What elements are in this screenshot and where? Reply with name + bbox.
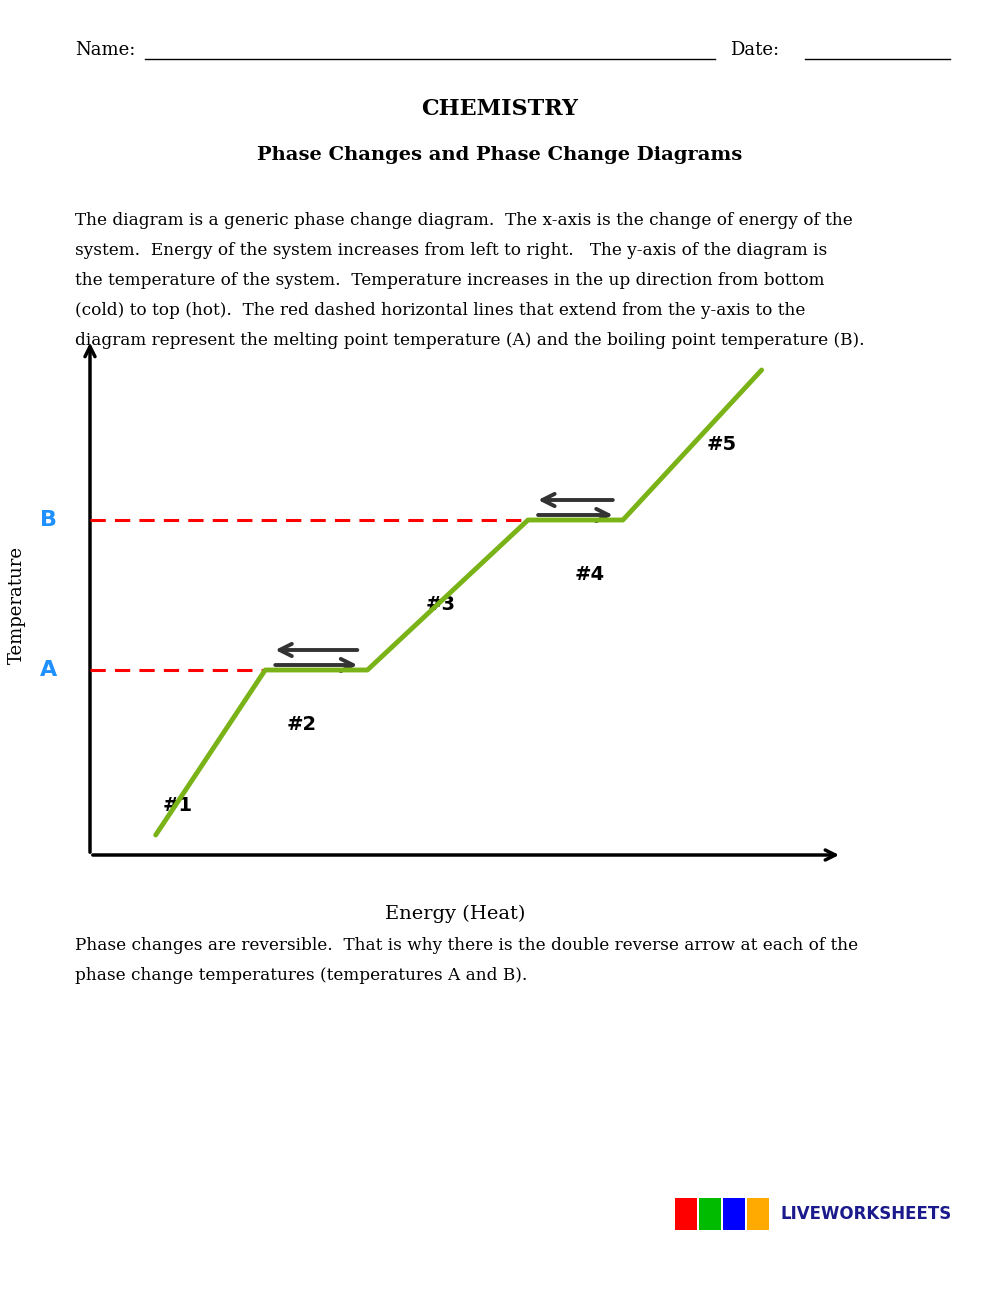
- Text: #3: #3: [426, 595, 456, 615]
- Text: #4: #4: [575, 565, 605, 584]
- Text: CHEMISTRY: CHEMISTRY: [422, 98, 578, 120]
- Text: LIVEWORKSHEETS: LIVEWORKSHEETS: [780, 1205, 951, 1223]
- Text: Phase Changes and Phase Change Diagrams: Phase Changes and Phase Change Diagrams: [257, 146, 743, 164]
- Text: Phase changes are reversible.  That is why there is the double reverse arrow at : Phase changes are reversible. That is wh…: [75, 937, 858, 954]
- Text: #2: #2: [287, 715, 317, 735]
- Text: The diagram is a generic phase change diagram.  The x-axis is the change of ener: The diagram is a generic phase change di…: [75, 212, 853, 229]
- Text: Temperature: Temperature: [8, 546, 26, 664]
- Text: A: A: [40, 660, 57, 680]
- Text: (cold) to top (hot).  The red dashed horizontal lines that extend from the y-axi: (cold) to top (hot). The red dashed hori…: [75, 302, 805, 319]
- Text: phase change temperatures (temperatures A and B).: phase change temperatures (temperatures …: [75, 967, 527, 984]
- Text: #5: #5: [707, 435, 737, 454]
- Text: Date:: Date:: [730, 41, 779, 59]
- Text: the temperature of the system.  Temperature increases in the up direction from b: the temperature of the system. Temperatu…: [75, 272, 824, 289]
- Text: #1: #1: [163, 797, 193, 815]
- Text: diagram represent the melting point temperature (A) and the boiling point temper: diagram represent the melting point temp…: [75, 332, 865, 349]
- Text: B: B: [40, 510, 57, 531]
- Text: Energy (Heat): Energy (Heat): [385, 905, 525, 923]
- Text: system.  Energy of the system increases from left to right.   The y-axis of the : system. Energy of the system increases f…: [75, 241, 827, 259]
- Text: Name:: Name:: [75, 41, 135, 59]
